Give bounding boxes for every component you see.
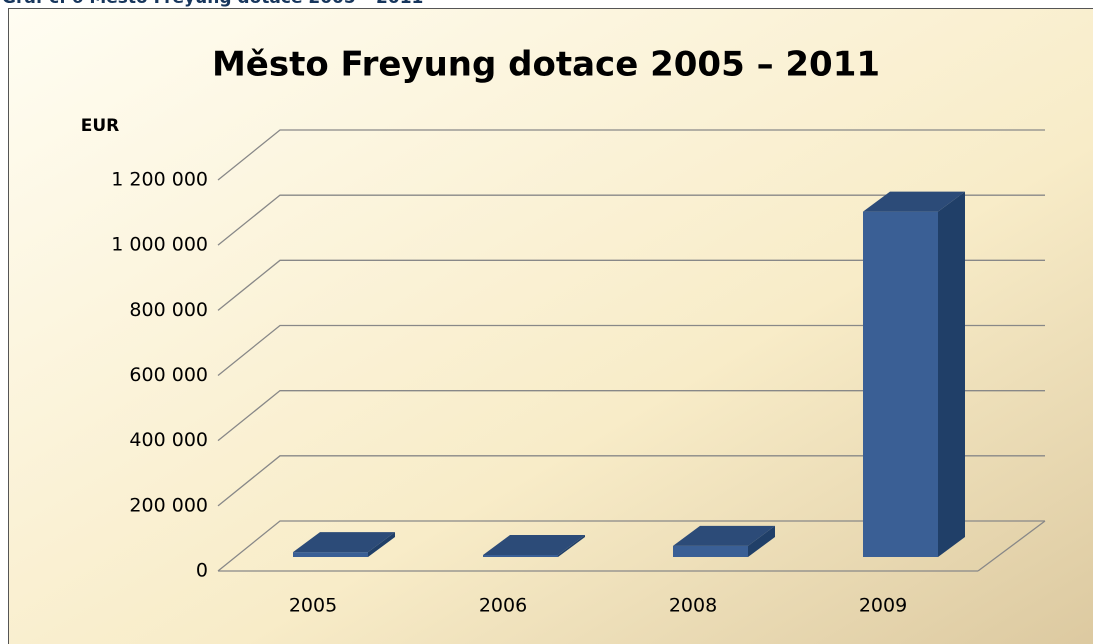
bar-front	[673, 545, 748, 557]
x-tick-label: 2009	[859, 595, 907, 617]
bar-side	[368, 532, 395, 557]
bar	[483, 535, 585, 557]
caption: Graf č. 6 Město Freyung dotace 2005 – 20…	[2, 0, 423, 8]
bar-top	[483, 535, 585, 556]
chart-title: Město Freyung dotace 2005 – 2011	[212, 45, 880, 85]
grid-line	[217, 455, 1045, 507]
grid-line	[217, 259, 1045, 311]
y-tick-label: 200 000	[129, 494, 208, 516]
y-tick-label: 1 200 000	[111, 169, 208, 191]
x-tick-label: 2008	[669, 595, 717, 617]
y-tick-label: 0	[196, 560, 208, 582]
y-tick-label: 400 000	[129, 429, 208, 451]
bar-front	[483, 555, 558, 557]
y-tick-label: 1 000 000	[111, 234, 208, 256]
bar-side	[748, 525, 775, 557]
grid-line	[217, 390, 1045, 442]
grid-line	[217, 324, 1045, 377]
bar-front	[863, 211, 938, 557]
y-axis-label: EUR	[81, 116, 120, 136]
bar-side	[558, 535, 585, 557]
bar-side	[938, 191, 965, 557]
grid-line	[217, 520, 1045, 572]
grid-line	[217, 194, 1045, 246]
bar	[673, 525, 775, 557]
bar	[863, 191, 965, 557]
grid-line	[217, 129, 1045, 181]
bar-top	[673, 525, 775, 546]
bar-top	[293, 532, 395, 553]
bar-top	[863, 191, 965, 212]
x-tick-label: 2006	[479, 595, 527, 617]
bar	[293, 532, 395, 557]
y-tick-label: 600 000	[129, 364, 208, 386]
x-tick-label: 2005	[289, 595, 337, 617]
bar-front	[293, 552, 368, 557]
y-tick-label: 800 000	[129, 299, 208, 321]
floor-right	[977, 520, 1046, 572]
